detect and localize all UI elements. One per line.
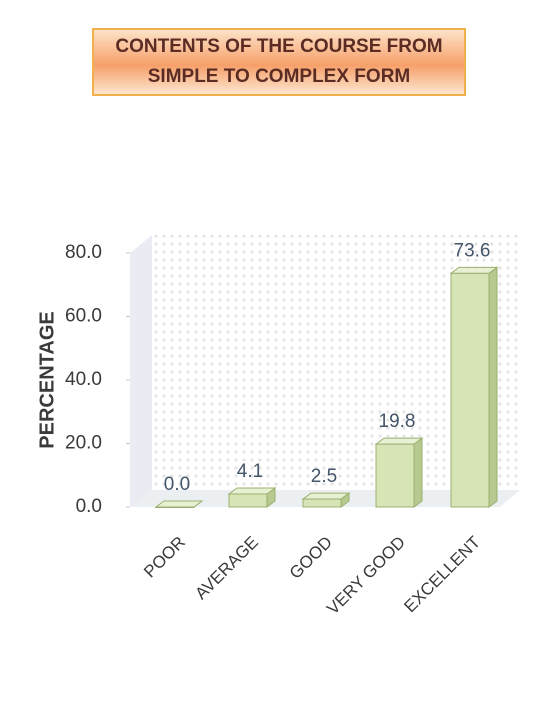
y-tick-label: 40.0 <box>65 369 102 390</box>
bar <box>302 498 342 508</box>
bar-top <box>449 266 499 274</box>
bar-side <box>413 437 423 508</box>
value-label: 4.1 <box>237 461 263 482</box>
bar-top <box>374 437 424 445</box>
y-tick-label: 80.0 <box>65 242 102 263</box>
x-tick-label: POOR <box>140 533 189 582</box>
chart-title: CONTENTS OF THE COURSE FROM SIMPLE TO CO… <box>92 28 466 96</box>
bar <box>228 493 268 508</box>
value-label: 2.5 <box>311 466 337 487</box>
x-tick-label: AVERAGE <box>191 533 262 604</box>
y-tick-label: 0.0 <box>76 496 102 517</box>
value-label: 0.0 <box>164 474 190 495</box>
x-tick-label: GOOD <box>286 533 336 583</box>
x-tick-label: VERY GOOD <box>323 533 409 619</box>
bar <box>155 506 195 508</box>
bar-top <box>301 492 351 500</box>
value-label: 19.8 <box>379 411 416 432</box>
y-axis-label: PERCENTAGE <box>36 311 58 448</box>
bar <box>375 443 415 508</box>
side-wall <box>130 235 152 507</box>
y-tick-label: 60.0 <box>65 306 102 327</box>
bar <box>450 272 490 508</box>
bar-side <box>488 266 498 508</box>
value-label: 73.6 <box>454 240 491 261</box>
bar-top <box>154 500 204 508</box>
x-tick-label: EXCELLENT <box>400 533 484 617</box>
y-tick-label: 20.0 <box>65 433 102 454</box>
bar-top <box>227 487 277 495</box>
